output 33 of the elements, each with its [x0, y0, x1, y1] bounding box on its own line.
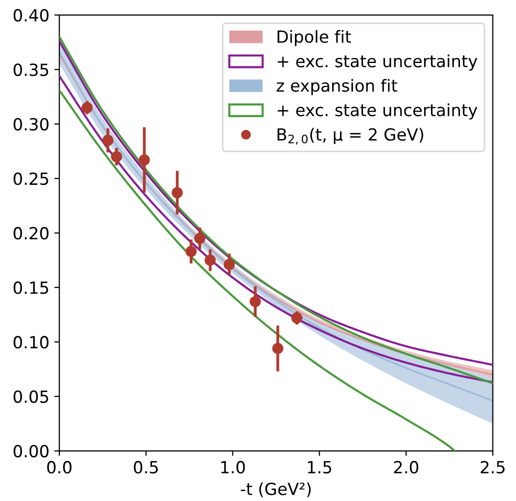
x-tick-label: 1.0	[221, 460, 245, 474]
y-tick-label: 0.15	[14, 281, 48, 294]
point	[138, 154, 150, 166]
y-tick-label: 0.05	[14, 390, 48, 403]
legend-label: + exc. state uncertainty	[278, 54, 478, 71]
point	[250, 296, 261, 308]
y-tick-label: 0.00	[14, 444, 49, 458]
x-tick-label: 2.5	[480, 460, 505, 474]
point	[204, 254, 216, 266]
y-tick-label: 0.25	[14, 172, 48, 186]
y-tick-label: 0.30	[14, 118, 49, 131]
point	[82, 102, 93, 114]
x-tick-label: 2.0	[394, 460, 418, 474]
x-tick-label: 1.5	[308, 461, 332, 474]
legend-label: + exc. state uncertainty	[278, 103, 478, 120]
y-tick-label: 0.20	[14, 226, 49, 240]
point	[291, 312, 302, 324]
legend-label: z expansion fit	[276, 78, 398, 96]
x-axis-title: -t (GeV²)	[240, 482, 311, 498]
legend-label: Dipole fit	[278, 30, 352, 46]
y-tick-label: 0.40	[14, 8, 49, 22]
x-tick-label: 0.0	[47, 460, 72, 474]
point	[224, 259, 235, 270]
point	[194, 232, 206, 244]
point	[111, 151, 122, 162]
x-tick-label: 0.5	[134, 460, 158, 474]
point	[172, 187, 183, 198]
point	[186, 246, 197, 258]
legend-label: B$_{2,0}$(t, μ = 2 GeV)	[278, 128, 424, 145]
point	[272, 342, 284, 354]
y-tick-label: 0.35	[14, 63, 48, 76]
point	[102, 134, 114, 146]
y-tick-label: 0.10	[14, 336, 49, 348]
